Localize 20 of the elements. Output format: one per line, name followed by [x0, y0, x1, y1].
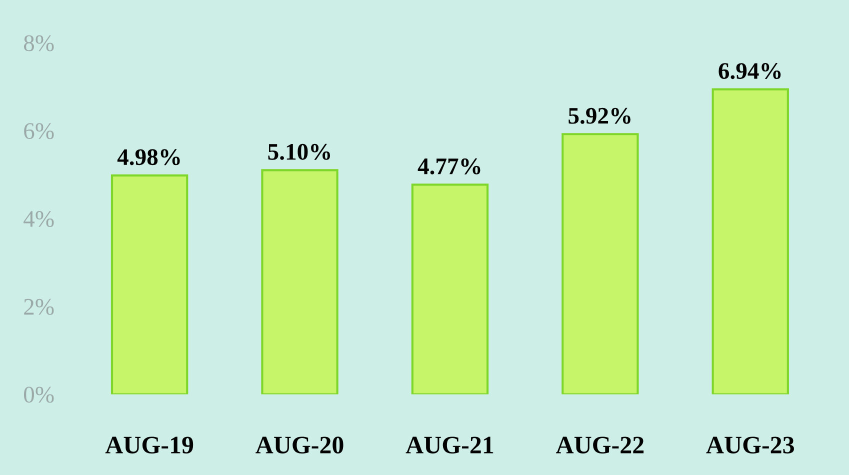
data-label: 5.10% — [268, 144, 330, 160]
bar — [411, 184, 489, 394]
bar — [110, 174, 188, 394]
x-tick-label: AUG-23 — [706, 436, 794, 454]
bar — [562, 133, 639, 394]
y-tick-label: 2% — [24, 298, 54, 315]
data-label: 6.94% — [718, 63, 781, 80]
x-tick-label: AUG-21 — [406, 436, 494, 454]
y-tick-label: 0% — [24, 386, 54, 403]
bar — [712, 88, 789, 394]
data-label: 4.98% — [117, 149, 180, 166]
y-tick-label: 8% — [24, 35, 54, 52]
bar — [261, 169, 338, 394]
data-label: 5.92% — [568, 108, 630, 124]
x-tick-label: AUG-19 — [105, 436, 194, 454]
data-label: 4.77% — [418, 158, 480, 174]
y-tick-label: 4% — [24, 210, 54, 227]
x-tick-label: AUG-22 — [556, 436, 644, 454]
x-tick-label: AUG-20 — [256, 436, 344, 454]
y-tick-label: 6% — [24, 123, 54, 140]
